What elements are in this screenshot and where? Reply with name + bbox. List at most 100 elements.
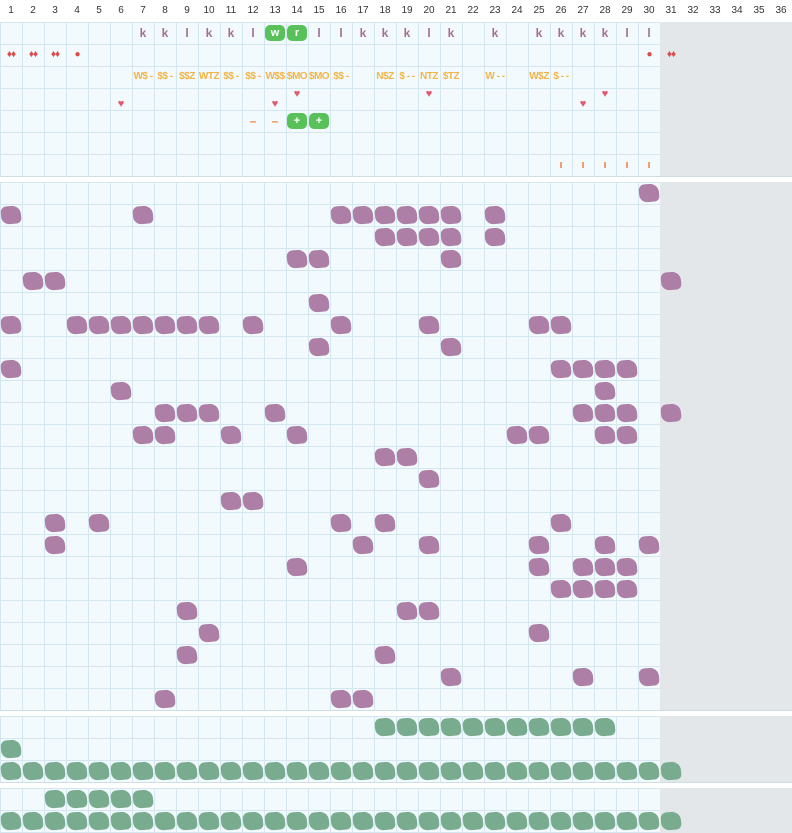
purple-entry[interactable] [638, 667, 660, 687]
letter-mark[interactable]: k [601, 26, 609, 40]
purple-entry[interactable] [550, 315, 572, 335]
green-entry[interactable] [506, 811, 528, 831]
green-entry[interactable] [198, 811, 220, 831]
purple-entry[interactable] [330, 689, 352, 709]
green-entry[interactable] [242, 811, 264, 831]
purple-entry[interactable] [594, 425, 616, 445]
purple-entry[interactable] [440, 337, 462, 357]
purple-entry[interactable] [528, 315, 550, 335]
purple-entry[interactable] [44, 513, 66, 533]
symbol-mark[interactable]: ● [646, 49, 652, 60]
letter-mark[interactable]: k [161, 26, 169, 40]
tick-mark[interactable]: ı [559, 159, 563, 171]
purple-entry[interactable] [396, 205, 418, 225]
green-entry[interactable] [132, 811, 154, 831]
purple-entry[interactable] [418, 315, 440, 335]
purple-entry[interactable] [176, 315, 198, 335]
purple-entry[interactable] [660, 403, 682, 423]
purple-entry[interactable] [0, 315, 22, 335]
letter-mark[interactable]: r [286, 22, 308, 44]
purple-entry[interactable] [528, 557, 550, 577]
segment-mark[interactable]: W$ - [133, 71, 153, 82]
purple-entry[interactable] [638, 183, 660, 203]
segment-mark[interactable]: NTZ [420, 71, 438, 82]
purple-entry[interactable] [132, 425, 154, 445]
purple-entry[interactable] [44, 535, 66, 555]
letter-mark[interactable]: k [403, 26, 411, 40]
green-entry[interactable] [418, 811, 440, 831]
purple-entry[interactable] [154, 425, 176, 445]
green-entry[interactable] [440, 717, 462, 737]
purple-entry[interactable] [198, 623, 220, 643]
heart-icon[interactable]: ♥ [117, 98, 125, 110]
purple-entry[interactable] [594, 359, 616, 379]
purple-entry[interactable] [374, 513, 396, 533]
green-entry[interactable] [484, 761, 506, 781]
purple-entry[interactable] [484, 227, 506, 247]
green-entry[interactable] [660, 811, 682, 831]
purple-entry[interactable] [132, 205, 154, 225]
green-entry[interactable] [44, 789, 66, 809]
green-entry[interactable] [396, 761, 418, 781]
purple-entry[interactable] [374, 645, 396, 665]
purple-entry[interactable] [616, 403, 638, 423]
green-entry[interactable] [220, 761, 242, 781]
purple-entry[interactable] [264, 403, 286, 423]
segment-mark[interactable]: N$Z [376, 71, 394, 82]
purple-entry[interactable] [330, 315, 352, 335]
purple-entry[interactable] [308, 249, 330, 269]
purple-entry[interactable] [308, 337, 330, 357]
purple-entry[interactable] [110, 315, 132, 335]
symbol-mark[interactable]: ♦♦ [50, 49, 60, 60]
green-entry[interactable] [0, 811, 22, 831]
green-entry[interactable] [396, 717, 418, 737]
green-entry[interactable] [132, 789, 154, 809]
green-entry[interactable] [22, 761, 44, 781]
purple-entry[interactable] [550, 579, 572, 599]
tick-mark[interactable]: ı [625, 159, 629, 171]
segment-mark[interactable]: $TZ [442, 71, 460, 82]
green-entry[interactable] [264, 761, 286, 781]
symbol-mark[interactable]: ♦♦ [28, 49, 38, 60]
green-entry[interactable] [550, 811, 572, 831]
purple-entry[interactable] [396, 601, 418, 621]
letter-mark[interactable]: k [227, 26, 235, 40]
letter-mark[interactable]: w [264, 22, 286, 44]
purple-entry[interactable] [660, 271, 682, 291]
green-entry[interactable] [594, 761, 616, 781]
purple-entry[interactable] [352, 205, 374, 225]
purple-entry[interactable] [594, 535, 616, 555]
purple-entry[interactable] [374, 205, 396, 225]
green-entry[interactable] [176, 761, 198, 781]
green-entry[interactable] [0, 761, 22, 781]
purple-entry[interactable] [352, 689, 374, 709]
green-entry[interactable] [440, 811, 462, 831]
purple-entry[interactable] [396, 447, 418, 467]
symbol-mark[interactable]: ♦♦ [666, 49, 676, 60]
green-entry[interactable] [528, 717, 550, 737]
green-entry[interactable] [594, 811, 616, 831]
purple-entry[interactable] [286, 425, 308, 445]
green-entry[interactable] [550, 717, 572, 737]
green-entry[interactable] [308, 761, 330, 781]
purple-entry[interactable] [418, 205, 440, 225]
purple-entry[interactable] [198, 403, 220, 423]
green-entry[interactable] [198, 761, 220, 781]
purple-entry[interactable] [506, 425, 528, 445]
letter-mark[interactable]: k [139, 26, 147, 40]
purple-entry[interactable] [616, 425, 638, 445]
symbol-mark[interactable]: ♦♦ [6, 49, 16, 60]
heart-icon[interactable]: ♥ [271, 98, 279, 110]
green-entry[interactable] [330, 811, 352, 831]
green-entry[interactable] [330, 761, 352, 781]
green-entry[interactable] [110, 761, 132, 781]
green-entry[interactable] [44, 761, 66, 781]
purple-entry[interactable] [88, 513, 110, 533]
letter-mark[interactable]: l [185, 26, 189, 40]
segment-mark[interactable]: $ - - [399, 71, 415, 82]
purple-entry[interactable] [286, 557, 308, 577]
segment-mark[interactable]: $MO [308, 71, 330, 82]
plus-tag[interactable]: + [286, 110, 308, 132]
purple-entry[interactable] [132, 315, 154, 335]
green-entry[interactable] [176, 811, 198, 831]
